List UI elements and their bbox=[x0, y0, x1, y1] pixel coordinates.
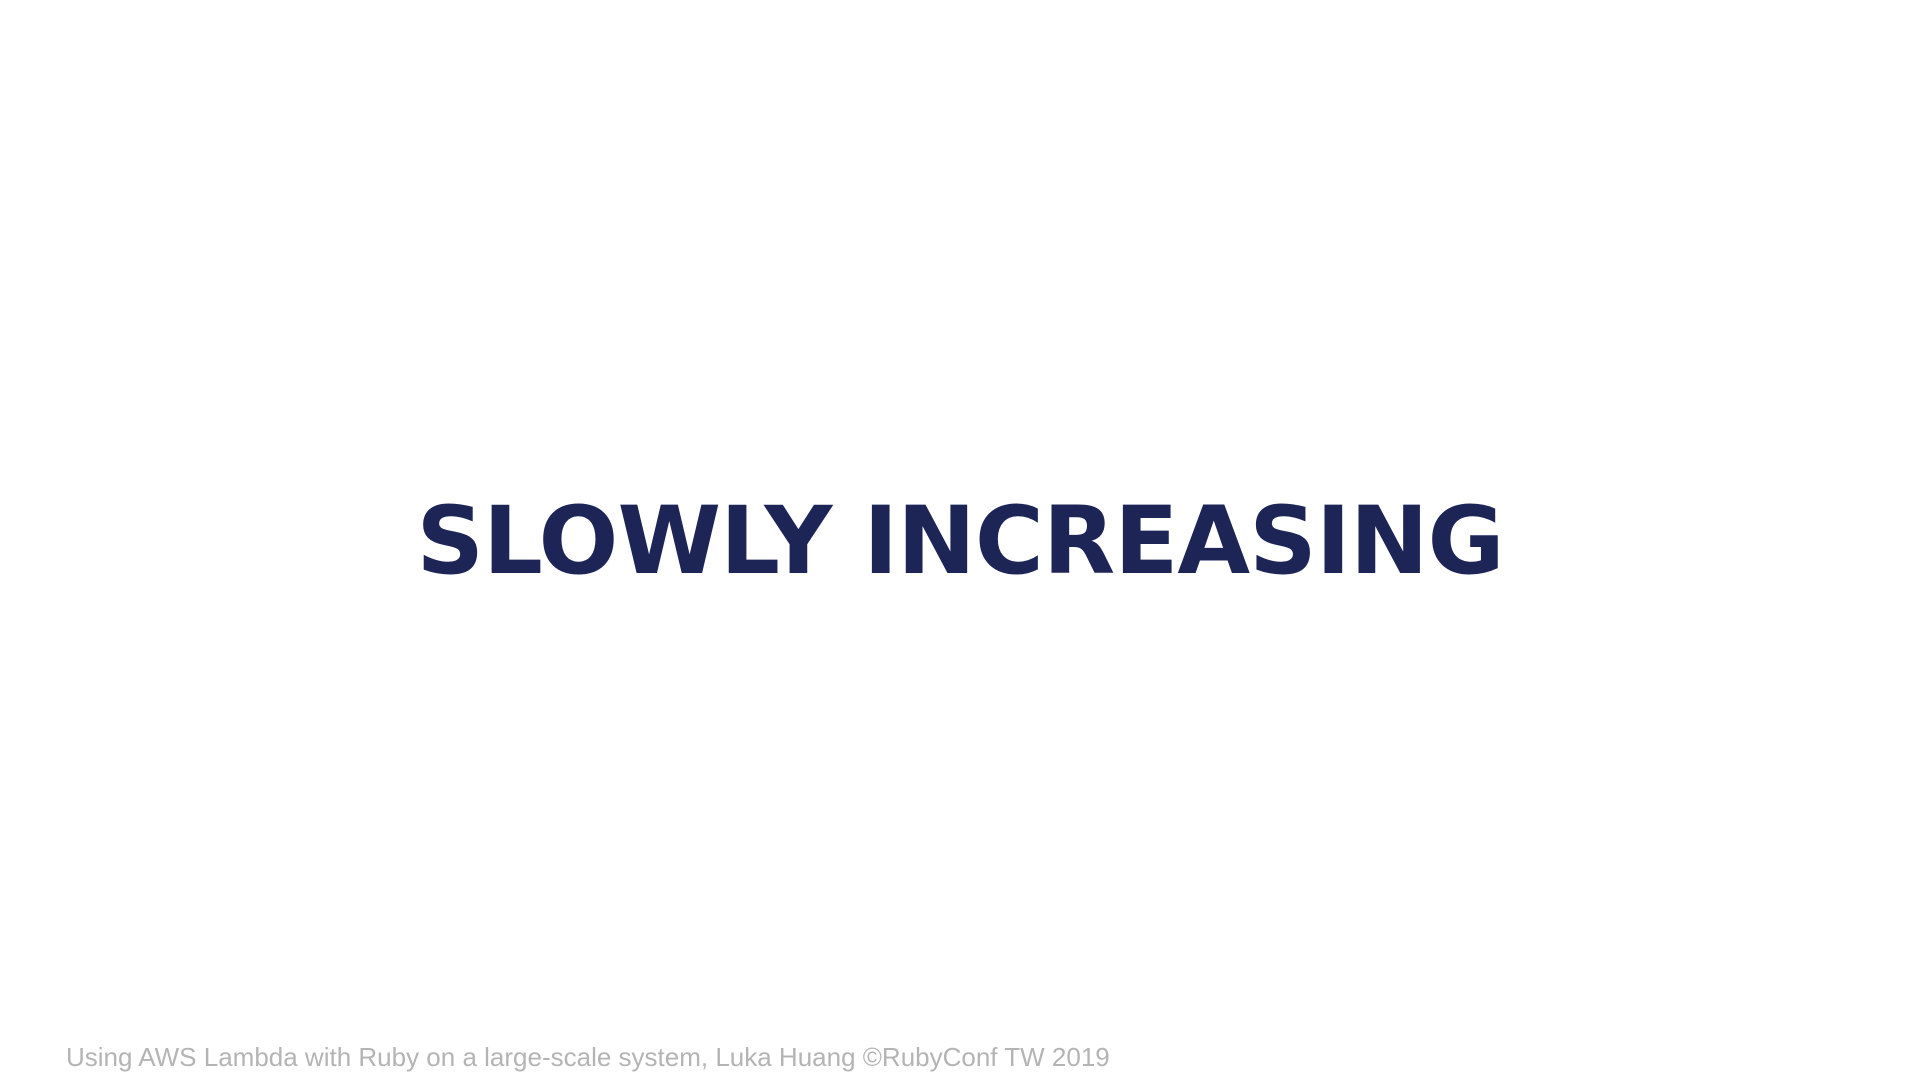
slide-title: SLOWLY INCREASING bbox=[416, 487, 1504, 596]
slide-footer: Using AWS Lambda with Ruby on a large-sc… bbox=[66, 1042, 1110, 1072]
